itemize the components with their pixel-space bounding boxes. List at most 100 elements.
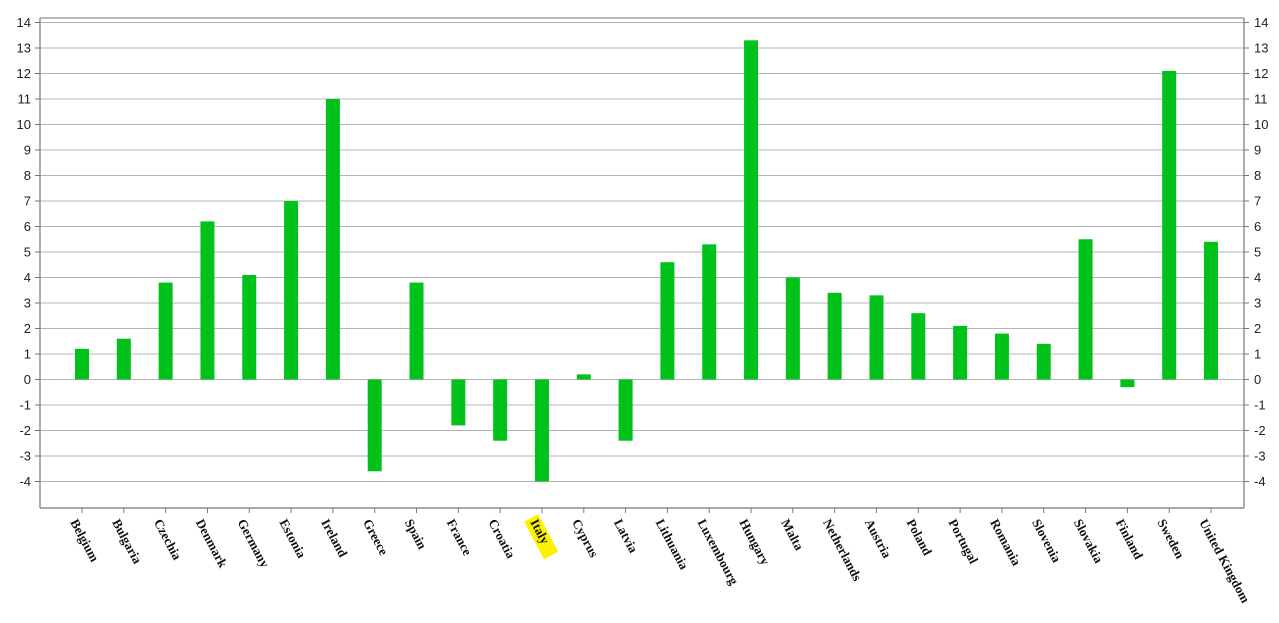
bar-france [451,379,466,426]
category-label-group: Latvia [611,516,641,555]
bar-greece [367,379,382,472]
category-label-group: Malta [778,516,807,553]
y-tick-label-left: 1 [24,347,31,362]
category-label: Lithuania [653,516,692,572]
category-label-group: Czechia [151,516,185,562]
category-label: Latvia [611,516,641,555]
y-tick-label-left: 4 [24,270,31,285]
category-label: Netherlands [820,516,865,583]
category-label: Finland [1113,516,1147,562]
bars [75,40,1218,482]
bar-slovenia [1036,343,1051,380]
category-label-group: United Kingdom [1196,516,1253,605]
category-label: Bulgaria [109,516,145,566]
category-label: Romania [987,516,1024,568]
bar-lithuania [660,262,675,380]
bar-malta [785,277,800,380]
category-label-group: Croatia [485,516,518,561]
category-label-group: Denmark [193,516,231,570]
y-tick-label-left: 13 [17,41,31,56]
category-label: Sweden [1155,516,1189,561]
bar-slovakia [1078,239,1093,380]
y-tick-label-right: -2 [1254,423,1266,438]
bar-united-kingdom [1204,241,1218,380]
category-label-group: Italy [524,514,559,560]
y-tick-label-left: 8 [24,168,31,183]
category-label-group: Greece [360,516,392,557]
category-label-group: Romania [987,516,1024,568]
category-label-group: Portugal [945,516,981,566]
y-tick-label-right: 10 [1254,117,1268,132]
y-tick-label-left: 11 [18,92,32,107]
category-label-group: Cyprus [569,516,602,559]
bar-sweden [1162,70,1177,380]
category-label: Germany [235,516,273,570]
bar-italy [534,379,549,482]
bar-denmark [200,221,215,380]
category-label: Cyprus [569,516,602,559]
y-tick-label-left: 9 [24,143,31,158]
y-tick-label-left: 7 [24,194,31,209]
highlight-marker [524,514,559,560]
y-tick-label-right: 7 [1254,194,1261,209]
category-label-group: Sweden [1155,516,1189,561]
category-label-group: Lithuania [653,516,692,572]
bar-spain [409,282,424,380]
category-label: Slovenia [1029,516,1065,565]
category-label: Greece [360,516,392,557]
y-tick-label-left: 14 [17,15,31,30]
y-tick-label-left: -3 [19,449,31,464]
y-tick-label-right: 6 [1254,219,1261,234]
category-label: Croatia [485,516,518,561]
category-label-group: Spain [402,516,431,552]
category-label: Czechia [151,516,185,562]
bar-latvia [618,379,633,441]
bar-poland [911,313,926,380]
y-tick-label-left: 10 [17,117,31,132]
y-tick-label-left: 3 [24,296,31,311]
y-tick-label-right: 9 [1254,143,1261,158]
bar-austria [869,295,884,380]
category-label: Hungary [736,516,773,567]
bar-luxembourg [702,244,717,380]
category-label-group: Poland [904,516,936,558]
category-label-group: Ireland [318,516,351,560]
category-label-group: Austria [862,516,895,560]
y-tick-label-right: 13 [1254,41,1268,56]
category-label: Poland [904,516,936,558]
bar-croatia [493,379,508,441]
category-label-group: France [444,516,476,558]
bar-estonia [284,201,299,380]
y-tick-label-right: -4 [1254,474,1266,489]
y-tick-label-right: 11 [1254,92,1268,107]
y-tick-label-right: 8 [1254,168,1261,183]
bar-germany [242,274,257,380]
y-tick-label-right: 12 [1254,66,1268,81]
y-tick-label-right: -1 [1254,398,1266,413]
axes [35,17,1249,513]
bar-czechia [158,282,173,380]
category-label: Denmark [193,516,231,570]
bar-portugal [953,325,968,380]
y-tick-label-right: 0 [1254,372,1261,387]
category-label-group: Belgium [67,516,102,564]
bar-romania [994,333,1009,380]
category-label: Ireland [318,516,351,560]
category-label: United Kingdom [1196,516,1253,605]
bar-belgium [75,348,89,380]
bar-ireland [325,99,340,380]
y-tick-label-right: 3 [1254,296,1261,311]
y-tick-label-left: 5 [24,245,31,260]
category-label: Estonia [276,516,309,560]
category-label: Luxembourg [695,516,742,587]
y-tick-label-left: -1 [19,398,31,413]
category-label-group: Estonia [276,516,309,560]
gridlines [40,22,1244,482]
category-label: Belgium [67,516,102,564]
category-label: Slovakia [1071,516,1107,566]
y-tick-label-left: -2 [19,423,31,438]
y-tick-label-left: 0 [24,372,31,387]
y-tick-label-right: 1 [1254,347,1261,362]
x-axis-category-labels: Belgium Bulgaria Czechia Denmark Germany Esto… [67,514,1253,606]
